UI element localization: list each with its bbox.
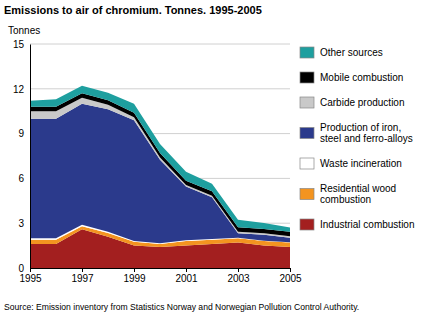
- x-tick-mark: [30, 268, 31, 272]
- y-tick: 9: [18, 128, 30, 139]
- x-tick-label: 2001: [175, 273, 198, 284]
- x-tick: 1995: [19, 268, 42, 284]
- legend-swatch: [300, 72, 314, 83]
- legend-item: Residential woodcombustion: [300, 183, 396, 205]
- legend-item: Carbide production: [300, 97, 405, 108]
- legend-swatch: [300, 158, 314, 169]
- x-tick-mark: [134, 268, 135, 272]
- grid-line: [30, 88, 290, 89]
- source: Source: Emission inventory from Statisti…: [4, 302, 359, 312]
- x-tick-mark: [290, 268, 291, 272]
- area: [30, 86, 290, 232]
- y-tick: 12: [13, 84, 30, 95]
- legend-swatch: [300, 128, 314, 139]
- legend-item: Other sources: [300, 47, 383, 58]
- y-tick-label: 15: [13, 39, 25, 50]
- x-axis: 1995 1997 1999 2001 2003 2005: [19, 268, 302, 284]
- x-axis-line: [31, 269, 291, 273]
- legend-label: Production of iron,steel and ferro-alloy…: [320, 122, 413, 144]
- x-tick-label: 1997: [71, 273, 94, 284]
- legend-swatch: [300, 47, 314, 58]
- y-axis-title: Tonnes: [8, 25, 40, 36]
- y-axis: 0 3 6 9 12 15: [13, 39, 31, 274]
- plot: 0 3 6 9 12 15 1995 1997 1999 2001 2003 2005: [13, 39, 302, 284]
- y-tick-label: 12: [13, 84, 25, 95]
- x-tick-mark: [82, 268, 83, 272]
- grid-line: [30, 44, 290, 45]
- legend-swatch: [300, 189, 314, 200]
- legend-label: Mobile combustion: [320, 72, 403, 83]
- x-tick: 1999: [123, 268, 146, 284]
- y-tick: 0: [18, 263, 30, 274]
- x-tick-label: 2005: [279, 273, 302, 284]
- chart: Emissions to air of chromium. Tonnes. 19…: [0, 0, 426, 317]
- legend-label: Other sources: [320, 47, 383, 58]
- legend-item: Waste incineration: [300, 158, 402, 169]
- legend-label: Carbide production: [320, 97, 405, 108]
- legend: Other sources Mobile combustion Carbide pr…: [300, 47, 415, 230]
- legend-label: Residential woodcombustion: [320, 183, 396, 205]
- areas: [30, 86, 290, 268]
- x-tick-label: 2003: [227, 273, 250, 284]
- x-tick: 2005: [279, 268, 302, 284]
- legend-label: Waste incineration: [320, 158, 402, 169]
- area: [30, 93, 290, 236]
- legend-item: Mobile combustion: [300, 72, 403, 83]
- y-axis-line: [30, 45, 31, 269]
- x-tick-label: 1999: [123, 273, 146, 284]
- y-tick-label: 3: [18, 218, 24, 229]
- legend-item: Production of iron,steel and ferro-alloy…: [300, 122, 413, 144]
- y-tick: 6: [18, 173, 30, 184]
- legend-swatch: [300, 97, 314, 108]
- grid: [30, 44, 290, 268]
- x-tick: 1997: [71, 268, 94, 284]
- title: Emissions to air of chromium. Tonnes. 19…: [4, 4, 262, 16]
- x-tick-label: 1995: [19, 273, 42, 284]
- legend-label: Industrial combustion: [320, 219, 415, 230]
- y-tick-label: 9: [18, 128, 24, 139]
- area: [30, 98, 290, 238]
- y-tick-label: 0: [18, 263, 24, 274]
- x-tick: 2001: [175, 268, 198, 284]
- y-tick: 15: [13, 39, 30, 50]
- x-tick-mark: [186, 268, 187, 272]
- x-tick: 2003: [227, 268, 250, 284]
- legend-swatch: [300, 219, 314, 230]
- x-tick-mark: [238, 268, 239, 272]
- legend-item: Industrial combustion: [300, 219, 415, 230]
- y-tick-label: 6: [18, 173, 24, 184]
- y-tick: 3: [18, 218, 30, 229]
